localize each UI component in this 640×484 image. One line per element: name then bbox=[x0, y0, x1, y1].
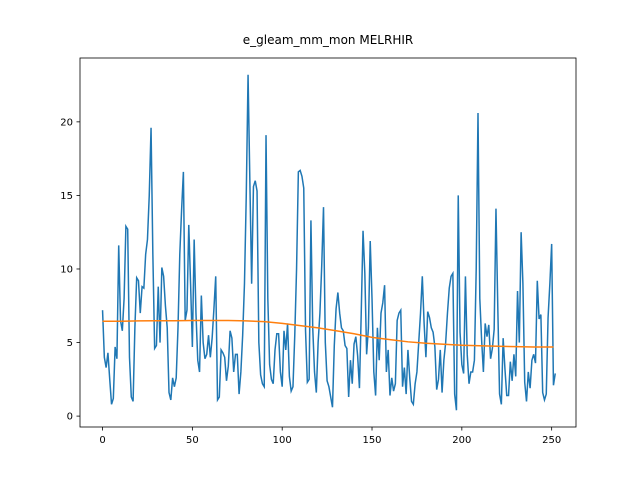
x-tick-label: 150 bbox=[362, 435, 381, 446]
x-tick-label: 200 bbox=[452, 435, 471, 446]
axes-frame bbox=[79, 57, 577, 428]
data-line bbox=[102, 319, 554, 348]
chart-title: e_gleam_mm_mon MELRHIR bbox=[243, 33, 413, 47]
y-tick-label: 10 bbox=[60, 264, 73, 275]
y-tick-label: 20 bbox=[60, 117, 73, 128]
y-tick-label: 15 bbox=[60, 191, 73, 202]
y-tick-label: 5 bbox=[67, 338, 73, 349]
x-tick-label: 0 bbox=[99, 435, 105, 446]
x-tick-label: 100 bbox=[273, 435, 292, 446]
data-line bbox=[101, 74, 556, 411]
x-tick-label: 50 bbox=[186, 435, 199, 446]
y-tick-label: 0 bbox=[67, 412, 73, 423]
x-tick-label: 250 bbox=[542, 435, 561, 446]
